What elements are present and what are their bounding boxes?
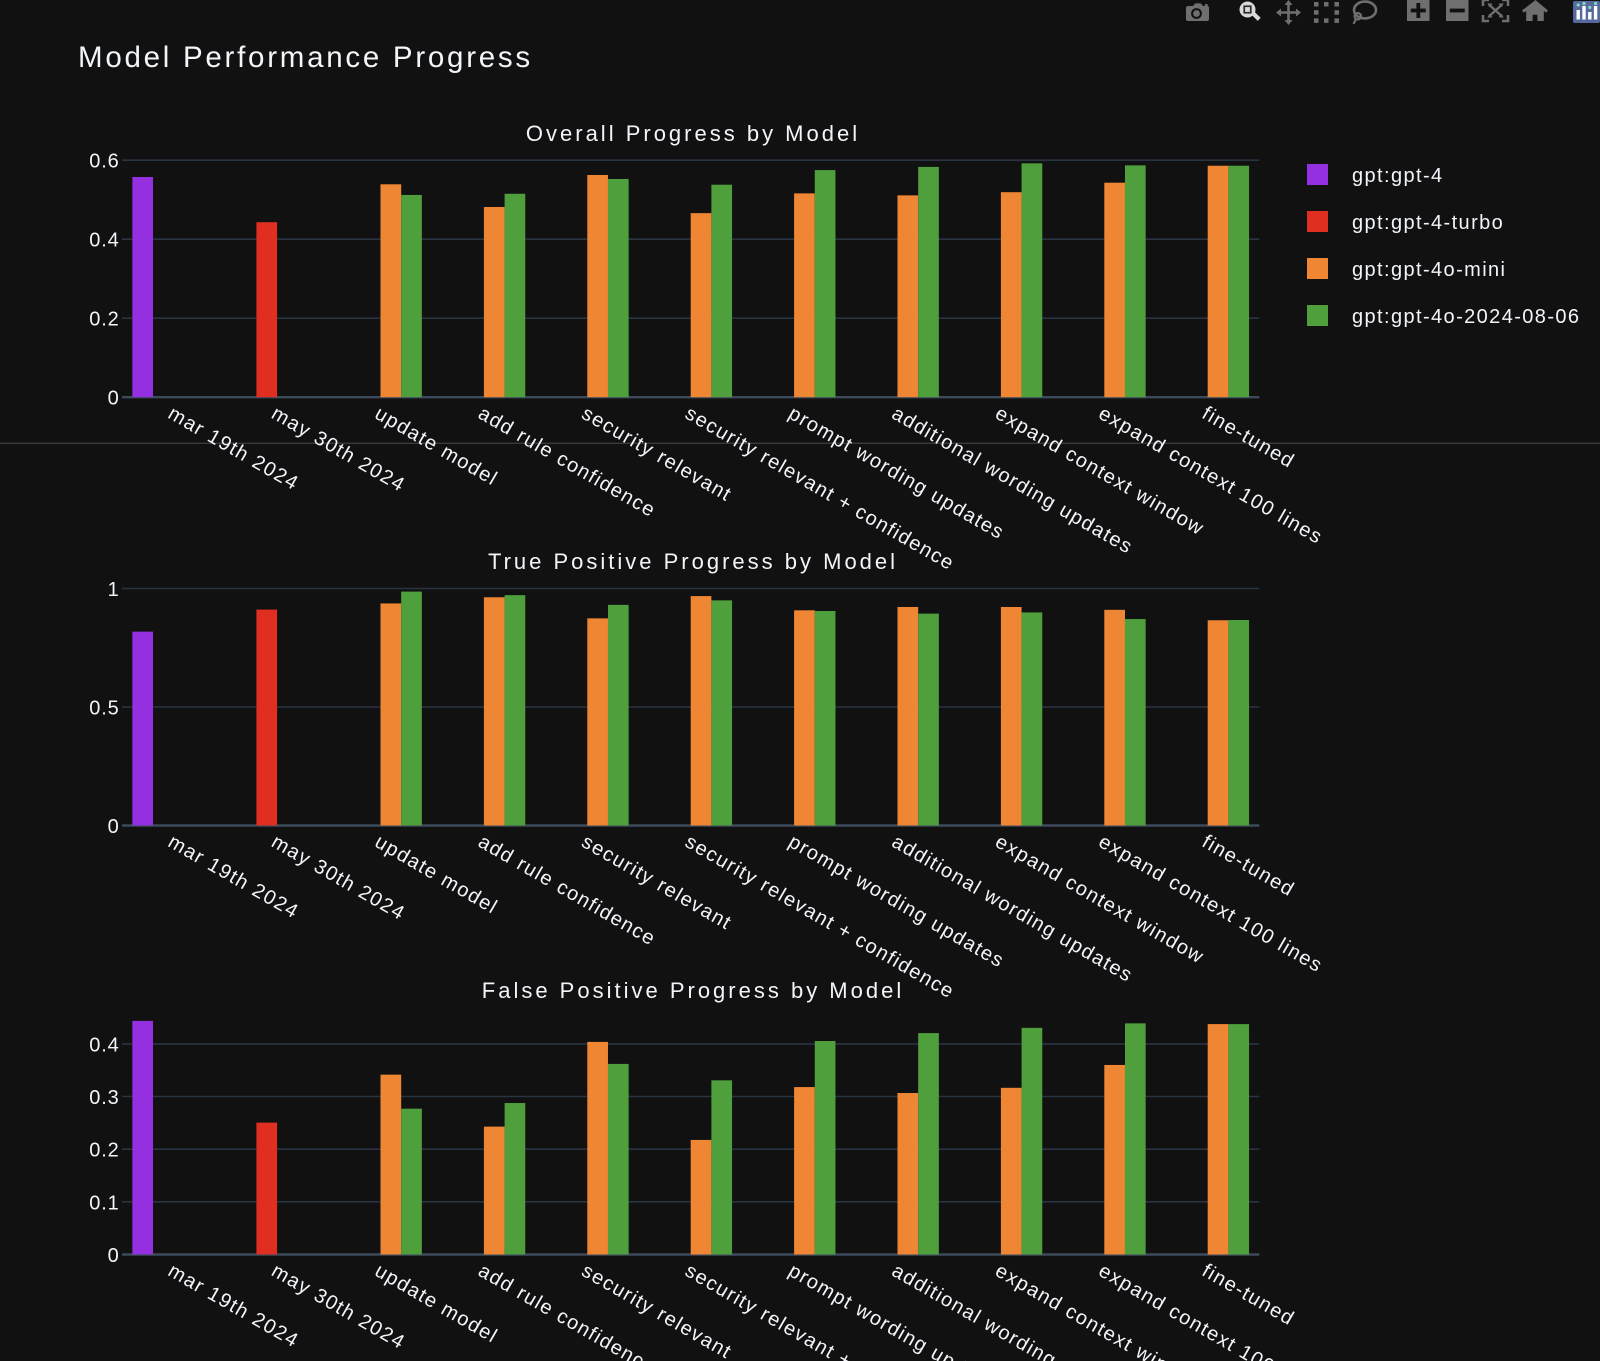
svg-text:0: 0 <box>108 816 120 838</box>
svg-text:0.4: 0.4 <box>89 1034 119 1056</box>
svg-text:0: 0 <box>108 1245 120 1267</box>
svg-text:Model Performance Progress: Model Performance Progress <box>78 41 533 74</box>
svg-text:1: 1 <box>108 579 120 601</box>
svg-text:0.3: 0.3 <box>89 1087 119 1109</box>
svg-text:gpt:gpt-4o-mini: gpt:gpt-4o-mini <box>1352 259 1506 281</box>
svg-text:0.6: 0.6 <box>89 151 119 173</box>
svg-text:0.1: 0.1 <box>89 1192 119 1214</box>
svg-text:0.2: 0.2 <box>89 309 119 331</box>
svg-text:gpt:gpt-4o-2024-08-06: gpt:gpt-4o-2024-08-06 <box>1352 306 1580 328</box>
svg-text:0.2: 0.2 <box>89 1140 119 1162</box>
svg-text:0: 0 <box>108 388 120 410</box>
svg-text:0.5: 0.5 <box>89 698 119 720</box>
svg-text:False Positive Progress by Mod: False Positive Progress by Model <box>482 978 904 1003</box>
svg-text:gpt:gpt-4-turbo: gpt:gpt-4-turbo <box>1352 212 1504 234</box>
svg-text:Overall Progress by Model: Overall Progress by Model <box>526 121 860 146</box>
svg-text:gpt:gpt-4: gpt:gpt-4 <box>1352 165 1444 187</box>
svg-text:True Positive Progress by Mode: True Positive Progress by Model <box>488 549 898 574</box>
svg-text:0.4: 0.4 <box>89 230 119 252</box>
